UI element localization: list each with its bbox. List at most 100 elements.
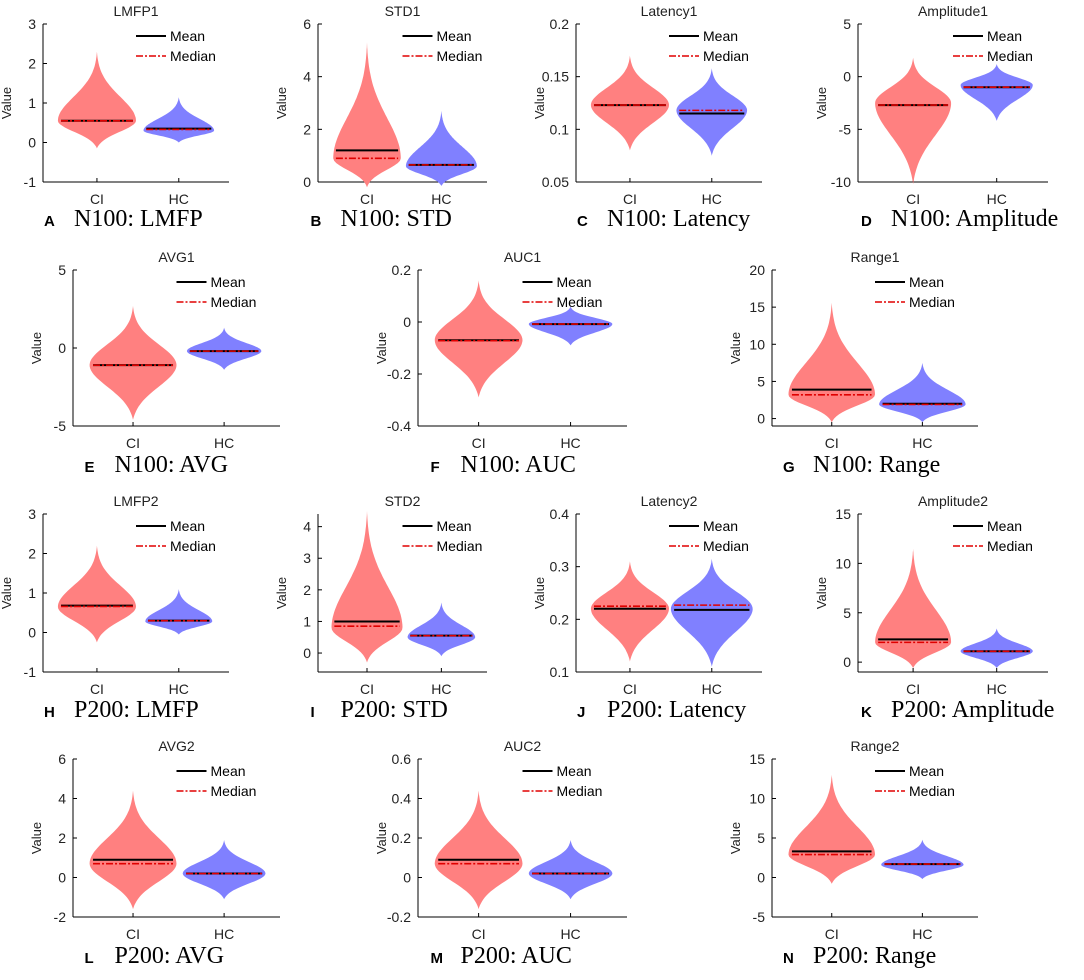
- y-tick-label: 5: [757, 830, 765, 846]
- violin-ci: [875, 57, 952, 185]
- violin-ci: [331, 510, 403, 663]
- x-tick-label-hc: HC: [431, 681, 451, 697]
- panel-letter: H: [44, 704, 55, 721]
- y-tick-label: 3: [28, 506, 36, 522]
- x-tick-label-ci: CI: [472, 926, 486, 942]
- y-tick-label: -1: [24, 664, 37, 680]
- panel-letter: N: [783, 950, 794, 967]
- legend-mean-label: Mean: [909, 274, 944, 290]
- panel-letter: I: [311, 704, 315, 721]
- violin-ci: [57, 545, 136, 643]
- legend-mean-label: Mean: [437, 518, 472, 534]
- x-tick-label-ci: CI: [906, 191, 920, 207]
- violin-hc: [879, 362, 966, 423]
- y-tick-label: 6: [58, 751, 66, 767]
- panel-caption: P200: LMFP: [74, 697, 199, 723]
- panel-letter: C: [577, 213, 588, 230]
- y-tick-label: 15: [749, 299, 765, 315]
- violin-hc: [676, 68, 748, 156]
- violin-ci: [590, 55, 669, 151]
- legend-mean-label: Mean: [211, 763, 246, 779]
- panel-letter: G: [783, 459, 795, 476]
- legend-mean-label: Mean: [703, 28, 738, 44]
- y-tick-label: 0.4: [392, 791, 412, 807]
- y-tick-label: 4: [58, 791, 66, 807]
- y-tick-label: 10: [835, 555, 851, 571]
- x-tick-label-hc: HC: [702, 681, 722, 697]
- y-tick-label: 0: [843, 69, 851, 85]
- x-tick-label-hc: HC: [214, 435, 234, 451]
- violin-hc: [881, 839, 964, 880]
- panel-L: -2 0 2 4 6 CI HC Mean Median AVG2 Value L P200: AVG: [29, 738, 280, 969]
- x-tick-label-hc: HC: [912, 435, 932, 451]
- y-axis-label: Value: [532, 577, 547, 609]
- y-tick-label: 0: [303, 645, 311, 661]
- panel-I: 0 1 2 3 4 CI HC Mean Median STD2 Value I P200: STD: [274, 493, 487, 723]
- x-tick-label-ci: CI: [825, 926, 839, 942]
- y-axis-label: Value: [0, 577, 14, 609]
- y-tick-label: 0: [403, 870, 411, 886]
- violin-hc: [182, 840, 266, 900]
- panel-D: -10 -5 0 5 CI HC Mean Median Amplitude1 Value D N10…: [814, 3, 1058, 232]
- x-tick-label-ci: CI: [90, 191, 104, 207]
- plot-title: Amplitude2: [918, 493, 988, 509]
- y-tick-label: 0.1: [550, 664, 570, 680]
- plot-title: LMFP2: [113, 493, 158, 509]
- panel-caption: P200: STD: [341, 697, 448, 723]
- violin-hc: [145, 589, 213, 635]
- y-tick-label: 0.6: [392, 751, 412, 767]
- violin-ci: [875, 548, 952, 668]
- y-tick-label: 1: [28, 585, 36, 601]
- y-axis-label: Value: [728, 822, 743, 854]
- x-tick-label-ci: CI: [623, 191, 637, 207]
- violin-hc: [960, 64, 1033, 121]
- y-tick-label: 4: [303, 519, 311, 535]
- violin-hc: [960, 628, 1033, 668]
- panel-caption: N100: AVG: [115, 452, 229, 478]
- plot-title: AUC1: [504, 249, 542, 265]
- legend-median-label: Median: [437, 48, 483, 64]
- y-tick-label: 0: [28, 135, 36, 151]
- panel-K: 0 5 10 15 CI HC Mean Median Amplitude2 Value K P200…: [814, 493, 1054, 723]
- x-tick-label-ci: CI: [825, 435, 839, 451]
- legend-median-label: Median: [909, 783, 955, 799]
- violin-ci: [57, 51, 136, 149]
- panel-letter: L: [85, 950, 94, 967]
- panel-N: -5 0 5 10 15 CI HC Mean Median Range2 Value N P200: …: [728, 738, 978, 969]
- plot-title: Latency1: [641, 3, 698, 19]
- panel-caption: P200: Range: [813, 943, 936, 969]
- panel-caption: N100: Range: [813, 452, 940, 478]
- panel-G: 0 5 10 15 20 CI HC Mean Median Range1 Value G N100: …: [728, 249, 978, 478]
- y-tick-label: 10: [749, 791, 765, 807]
- x-tick-label-ci: CI: [623, 681, 637, 697]
- plot-title: AVG1: [158, 249, 195, 265]
- y-tick-label: -0.2: [387, 909, 411, 925]
- legend-median-label: Median: [987, 48, 1033, 64]
- plot-title: Range2: [850, 738, 899, 754]
- violin-hc: [670, 558, 753, 667]
- legend-mean-label: Mean: [909, 763, 944, 779]
- violin-hc: [186, 327, 262, 370]
- y-tick-label: 0: [58, 340, 66, 356]
- x-tick-label-hc: HC: [702, 191, 722, 207]
- x-tick-label-ci: CI: [906, 681, 920, 697]
- y-tick-label: -2: [54, 909, 67, 925]
- legend-median-label: Median: [557, 294, 603, 310]
- violin-hc: [143, 97, 215, 143]
- x-tick-label-ci: CI: [126, 926, 140, 942]
- y-tick-label: -5: [839, 121, 852, 137]
- y-tick-label: 3: [28, 16, 36, 32]
- y-axis-label: Value: [374, 822, 389, 854]
- panel-letter: D: [861, 213, 872, 230]
- legend-mean-label: Mean: [557, 274, 592, 290]
- panel-caption: N100: AUC: [461, 452, 576, 478]
- plot-title: Range1: [850, 249, 899, 265]
- violin-hc: [528, 840, 613, 900]
- legend-median-label: Median: [170, 538, 216, 554]
- panel-caption: N100: LMFP: [74, 206, 203, 232]
- plot-title: AVG2: [158, 738, 195, 754]
- legend-mean-label: Mean: [211, 274, 246, 290]
- y-tick-label: 0.15: [542, 69, 569, 85]
- legend-mean-label: Mean: [170, 518, 205, 534]
